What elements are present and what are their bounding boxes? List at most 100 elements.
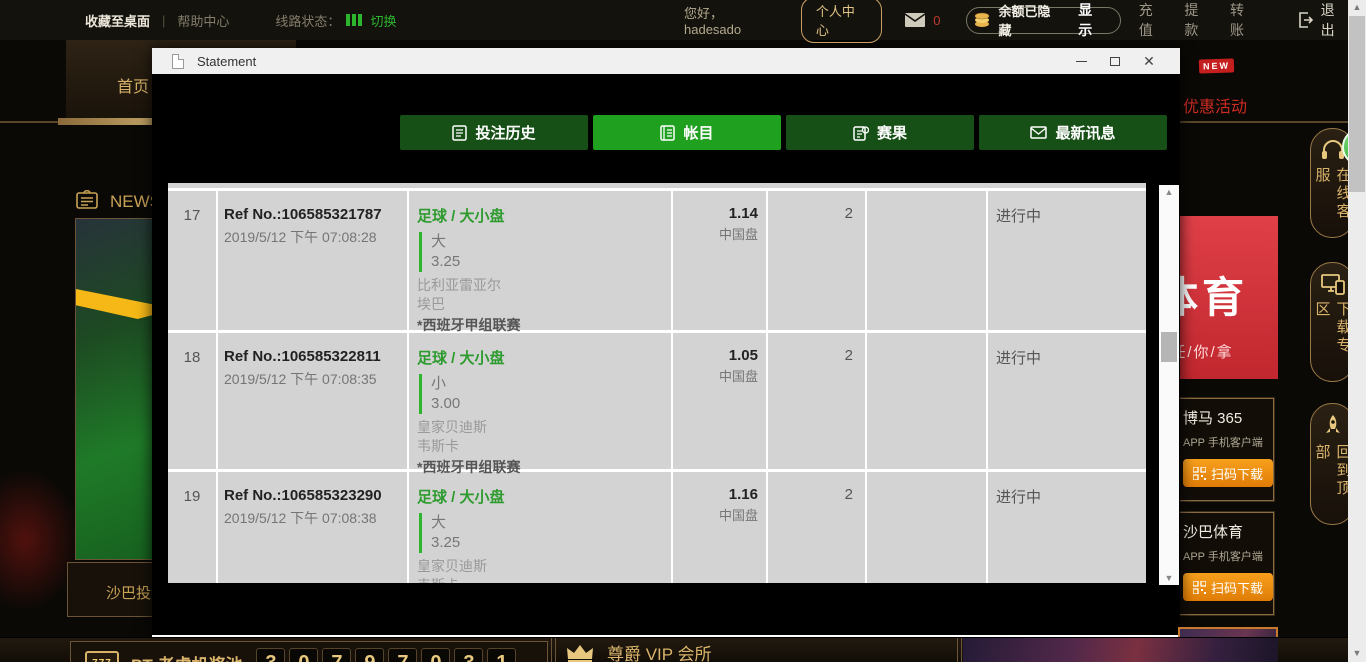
- scan-download-button[interactable]: 扫码下载: [1183, 459, 1273, 487]
- signal-bars-icon: [346, 14, 363, 26]
- ledger-icon: [660, 124, 676, 141]
- sports-banner-subtitle: 任/你/拿: [1170, 344, 1234, 361]
- window-body: 投注历史 帐目 赛果 最新讯息 17: [152, 74, 1180, 635]
- history-icon: [452, 124, 468, 141]
- topbar-separator: |: [162, 12, 166, 28]
- nav-promo-tab[interactable]: 优惠活动: [1183, 99, 1248, 116]
- vip-section[interactable]: 尊爵 VIP 会所: [565, 640, 712, 662]
- favorite-link[interactable]: 收藏至桌面: [85, 13, 151, 29]
- switch-line-link[interactable]: 切换: [370, 13, 397, 29]
- ref-number: Ref No.:106585322811: [224, 348, 381, 365]
- balance-pill: 余额已隐藏 显示: [966, 2, 1121, 38]
- logout-button[interactable]: 退出: [1298, 0, 1348, 40]
- app-name: 博马 365: [1183, 410, 1243, 427]
- league-name: *西班牙甲组联赛: [417, 459, 521, 475]
- jackpot-box: 777 PT 老虎机奖池 3 0 7 9 7 0 3 1: [70, 641, 548, 662]
- bet-status: 进行中: [996, 350, 1042, 367]
- clipped-previous-row: [168, 183, 1146, 188]
- jackpot-digit: 7: [388, 648, 418, 662]
- row-number: 19: [168, 472, 218, 583]
- empty-cell: [867, 333, 988, 469]
- window-titlebar[interactable]: Statement ✕: [152, 48, 1180, 74]
- close-button[interactable]: ✕: [1143, 52, 1155, 69]
- transfer-link[interactable]: 转账: [1230, 2, 1245, 38]
- jackpot-label: PT 老虎机奖池: [131, 651, 242, 662]
- tab-statement[interactable]: 帐目: [593, 115, 781, 150]
- scroll-up-arrow[interactable]: ▲: [1164, 187, 1174, 197]
- tab-results[interactable]: 赛果: [786, 115, 974, 150]
- statement-table: 17 Ref No.:106585321787 2019/5/12 下午 07:…: [168, 183, 1146, 583]
- scroll-up-arrow[interactable]: ▲: [1352, 2, 1362, 12]
- odds-type: 中国盘: [718, 508, 758, 523]
- stake-amount: 2: [768, 191, 867, 330]
- download-zone-button[interactable]: 下载专区: [1310, 262, 1355, 382]
- statement-tabs: 投注历史 帐目 赛果 最新讯息: [400, 115, 1167, 150]
- odds-type: 中国盘: [718, 369, 758, 384]
- bet-selection: 大 3.25: [419, 513, 663, 553]
- back-to-top-label: 回到顶部: [1313, 444, 1352, 498]
- results-icon: [853, 125, 869, 141]
- row-number: 17: [168, 191, 218, 330]
- jackpot-digits: 3 0 7 9 7 0 3 1: [256, 648, 517, 662]
- mail-icon[interactable]: [904, 12, 926, 28]
- slot-machine-icon: 777: [85, 651, 119, 662]
- window-title: Statement: [197, 53, 257, 69]
- home-team: 皇家贝迪斯: [417, 558, 487, 574]
- app-box-saba: 沙巴体育 APP 手机客户端 扫码下载: [1173, 511, 1275, 616]
- scroll-down-arrow[interactable]: ▼: [1164, 573, 1174, 583]
- league-name: *西班牙甲组联赛: [417, 317, 521, 333]
- line-status-label: 线路状态：: [275, 13, 341, 29]
- vip-label: 尊爵 VIP 会所: [607, 645, 712, 662]
- coins-icon: [973, 11, 991, 29]
- scan-download-button[interactable]: 扫码下载: [1183, 573, 1273, 601]
- table-row: 19 Ref No.:106585323290 2019/5/12 下午 07:…: [168, 472, 1146, 583]
- tab-bet-history[interactable]: 投注历史: [400, 115, 588, 150]
- deposit-link[interactable]: 充值: [1138, 2, 1153, 38]
- maximize-button[interactable]: [1098, 50, 1132, 72]
- app-desc: APP 手机客户端: [1183, 551, 1263, 563]
- statement-window: Statement ✕ 投注历史 帐目 赛果: [152, 48, 1180, 638]
- help-center-link[interactable]: 帮助中心: [177, 13, 230, 29]
- qr-icon: [1192, 580, 1206, 594]
- show-balance-button[interactable]: 显示: [1078, 2, 1093, 38]
- qr-icon: [1192, 466, 1206, 480]
- bet-status: 进行中: [996, 208, 1042, 225]
- scrollbar-thumb[interactable]: [1349, 16, 1365, 192]
- bet-status: 进行中: [996, 489, 1042, 506]
- away-team: 韦斯卡: [417, 576, 663, 583]
- new-badge: NEW: [1198, 58, 1235, 74]
- bet-datetime: 2019/5/12 下午 07:08:35: [224, 371, 377, 387]
- download-devices-icon: [1320, 273, 1346, 295]
- stake-amount: 2: [768, 333, 867, 469]
- online-service-label: 在线客服: [1313, 167, 1352, 221]
- table-row: 17 Ref No.:106585321787 2019/5/12 下午 07:…: [168, 191, 1146, 333]
- app-name: 沙巴体育: [1183, 524, 1244, 541]
- withdraw-link[interactable]: 提款: [1184, 2, 1199, 38]
- odds-value: 1.05: [728, 347, 758, 364]
- tab-latest-news[interactable]: 最新讯息: [979, 115, 1167, 150]
- mail-count: 0: [933, 12, 941, 28]
- odds-value: 1.16: [728, 486, 758, 503]
- page-scrollbar[interactable]: ▲ ▼: [1348, 0, 1366, 662]
- bet-datetime: 2019/5/12 下午 07:08:38: [224, 510, 377, 526]
- minimize-button[interactable]: [1064, 50, 1098, 72]
- away-team: 埃巴: [417, 296, 445, 312]
- bet-type: 足球 / 大小盘: [417, 208, 505, 225]
- profile-button[interactable]: 个人中心: [800, 0, 883, 43]
- table-scrollbar[interactable]: ▲ ▼: [1159, 185, 1179, 585]
- jackpot-digit: 1: [487, 648, 517, 662]
- row-number: 18: [168, 333, 218, 469]
- scroll-down-arrow[interactable]: ▼: [1352, 648, 1362, 658]
- scrollbar-thumb[interactable]: [1161, 332, 1177, 362]
- bottom-bar: 777 PT 老虎机奖池 3 0 7 9 7 0 3 1 尊爵 VIP 会所: [0, 637, 1348, 662]
- table-row: 18 Ref No.:106585322811 2019/5/12 下午 07:…: [168, 333, 1146, 475]
- footer-banner[interactable]: [963, 638, 1278, 662]
- nav-home-tab[interactable]: 首页: [117, 79, 150, 96]
- background-glow: [0, 470, 80, 610]
- document-icon: [172, 53, 184, 69]
- jackpot-digit: 0: [289, 648, 319, 662]
- ref-number: Ref No.:106585321787: [224, 206, 382, 223]
- odds-value: 1.14: [728, 205, 758, 222]
- app-box-boma365: 博马 365 APP 手机客户端 扫码下载: [1173, 397, 1275, 502]
